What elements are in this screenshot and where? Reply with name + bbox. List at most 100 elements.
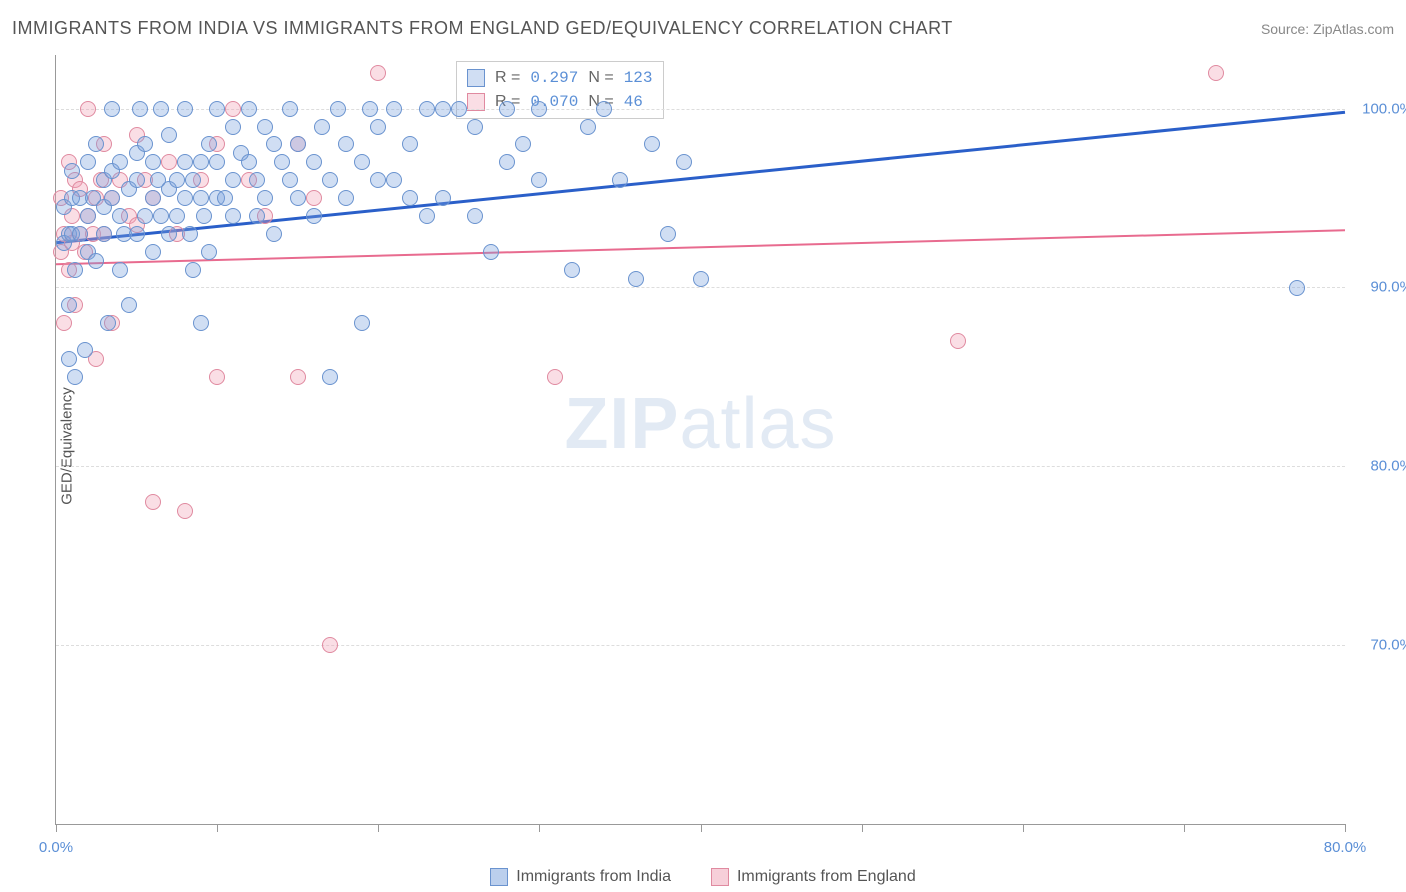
data-point-india xyxy=(129,226,145,242)
legend-label: Immigrants from India xyxy=(516,868,671,886)
data-point-india xyxy=(241,101,257,117)
data-point-india xyxy=(386,172,402,188)
data-point-india xyxy=(217,190,233,206)
x-tick xyxy=(701,824,702,832)
data-point-india xyxy=(67,369,83,385)
data-point-india xyxy=(1289,280,1305,296)
x-tick xyxy=(217,824,218,832)
data-point-england xyxy=(950,333,966,349)
data-point-india xyxy=(145,154,161,170)
data-point-india xyxy=(96,226,112,242)
data-point-england xyxy=(322,637,338,653)
data-point-india xyxy=(249,172,265,188)
data-point-india xyxy=(185,262,201,278)
data-point-india xyxy=(515,136,531,152)
data-point-india xyxy=(435,101,451,117)
gridline-h xyxy=(56,287,1345,288)
data-point-india xyxy=(306,208,322,224)
data-point-india xyxy=(282,101,298,117)
data-point-india xyxy=(290,190,306,206)
data-point-india xyxy=(314,119,330,135)
x-tick xyxy=(378,824,379,832)
data-point-india xyxy=(177,101,193,117)
data-point-england xyxy=(145,494,161,510)
data-point-india xyxy=(499,154,515,170)
data-point-india xyxy=(185,172,201,188)
data-point-india xyxy=(338,136,354,152)
data-point-india xyxy=(209,154,225,170)
data-point-india xyxy=(129,172,145,188)
data-point-india xyxy=(467,208,483,224)
data-point-india xyxy=(402,190,418,206)
swatch-icon xyxy=(711,868,729,886)
data-point-india xyxy=(257,119,273,135)
data-point-india xyxy=(177,190,193,206)
y-tick-label: 100.0% xyxy=(1362,100,1406,117)
x-tick xyxy=(1345,824,1346,832)
data-point-india xyxy=(564,262,580,278)
data-point-india xyxy=(169,208,185,224)
data-point-india xyxy=(137,136,153,152)
data-point-india xyxy=(241,154,257,170)
r-legend-row-india: R =0.297N =123 xyxy=(467,66,653,90)
data-point-india xyxy=(386,101,402,117)
data-point-england xyxy=(80,101,96,117)
data-point-india xyxy=(676,154,692,170)
data-point-india xyxy=(61,297,77,313)
data-point-india xyxy=(100,315,116,331)
data-point-india xyxy=(290,136,306,152)
data-point-india xyxy=(354,154,370,170)
n-label: N = xyxy=(588,66,613,90)
data-point-india xyxy=(153,101,169,117)
data-point-india xyxy=(322,172,338,188)
legend-item: Immigrants from India xyxy=(490,868,671,886)
data-point-india xyxy=(145,190,161,206)
swatch-icon xyxy=(490,868,508,886)
data-point-india xyxy=(161,226,177,242)
x-tick-label: 0.0% xyxy=(39,839,73,856)
plot-area: ZIPatlas R =0.297N =123R =0.070N = 46 70… xyxy=(55,55,1345,825)
data-point-india xyxy=(402,136,418,152)
n-value: 123 xyxy=(624,66,653,90)
data-point-india xyxy=(370,119,386,135)
data-point-india xyxy=(249,208,265,224)
data-point-england xyxy=(1208,65,1224,81)
data-point-england xyxy=(161,154,177,170)
data-point-india xyxy=(362,101,378,117)
data-point-india xyxy=(132,101,148,117)
data-point-india xyxy=(88,136,104,152)
data-point-india xyxy=(193,315,209,331)
gridline-h xyxy=(56,645,1345,646)
x-tick xyxy=(539,824,540,832)
data-point-india xyxy=(266,136,282,152)
n-value: 46 xyxy=(624,90,643,114)
data-point-india xyxy=(77,342,93,358)
data-point-india xyxy=(225,119,241,135)
data-point-india xyxy=(64,163,80,179)
x-tick xyxy=(1184,824,1185,832)
y-tick-label: 70.0% xyxy=(1370,637,1406,654)
data-point-india xyxy=(322,369,338,385)
correlation-legend: R =0.297N =123R =0.070N = 46 xyxy=(456,61,664,119)
gridline-h xyxy=(56,466,1345,467)
y-tick-label: 90.0% xyxy=(1370,279,1406,296)
title-bar: IMMIGRANTS FROM INDIA VS IMMIGRANTS FROM… xyxy=(12,18,1394,39)
data-point-india xyxy=(644,136,660,152)
legend-label: Immigrants from England xyxy=(737,868,916,886)
data-point-england xyxy=(370,65,386,81)
data-point-india xyxy=(225,208,241,224)
swatch-icon xyxy=(467,69,485,87)
data-point-india xyxy=(104,101,120,117)
data-point-india xyxy=(370,172,386,188)
data-point-india xyxy=(580,119,596,135)
data-point-england xyxy=(209,369,225,385)
data-point-india xyxy=(306,154,322,170)
trend-line-england xyxy=(56,230,1345,264)
y-tick-label: 80.0% xyxy=(1370,458,1406,475)
x-tick xyxy=(862,824,863,832)
data-point-india xyxy=(499,101,515,117)
data-point-england xyxy=(56,315,72,331)
data-point-india xyxy=(112,262,128,278)
data-point-india xyxy=(196,208,212,224)
r-value: 0.297 xyxy=(530,66,578,90)
